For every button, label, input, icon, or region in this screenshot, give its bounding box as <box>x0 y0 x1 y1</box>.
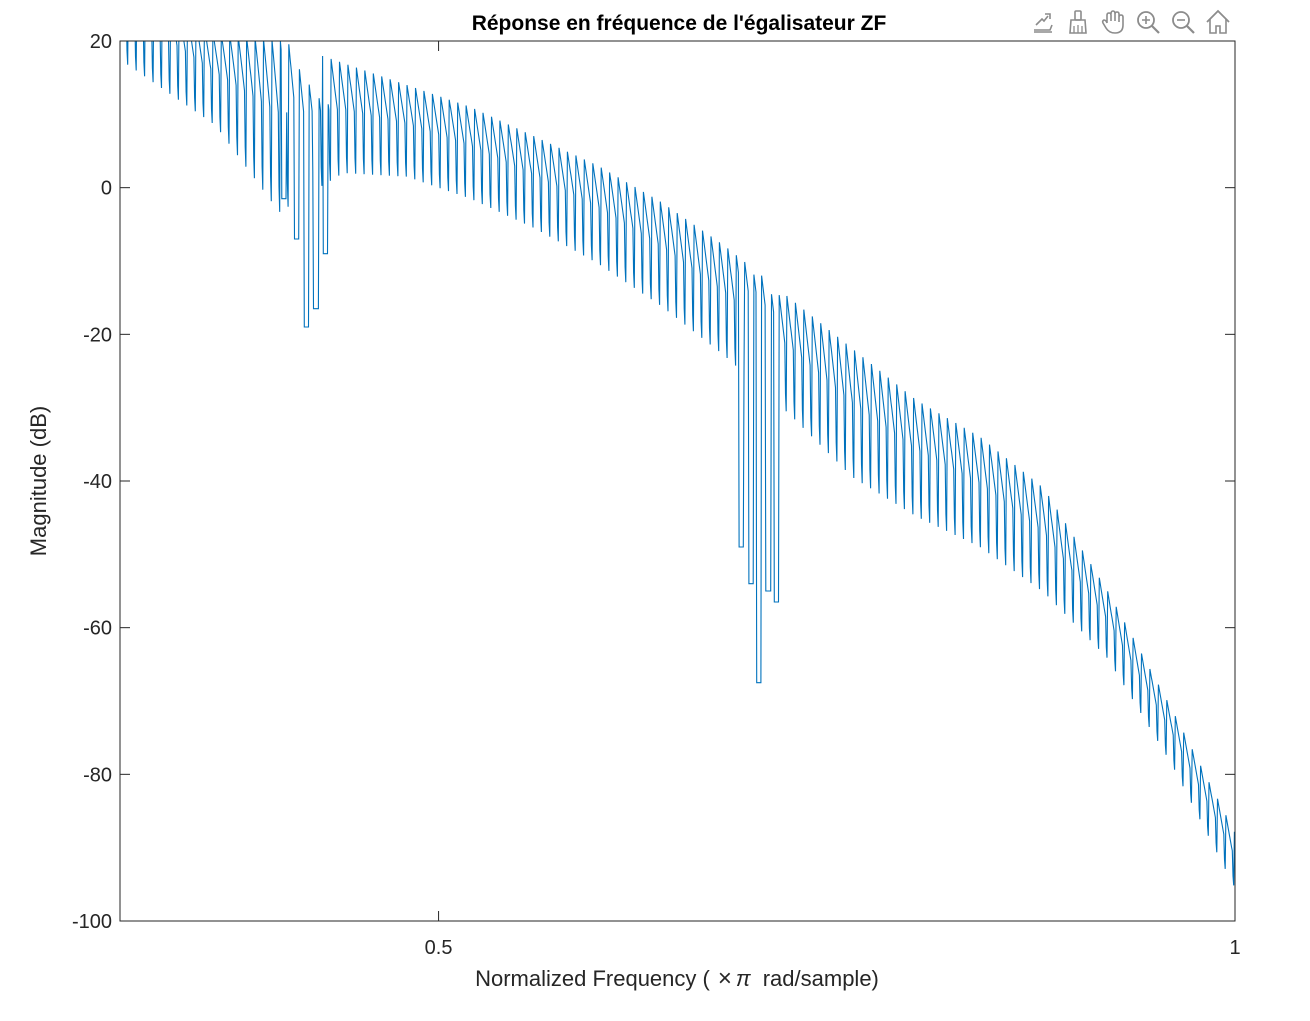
home-button[interactable] <box>1201 5 1235 39</box>
y-tick-label: -80 <box>83 764 112 786</box>
home-icon <box>1206 9 1230 34</box>
x-tick-label: 1 <box>1229 937 1240 959</box>
axes-area[interactable] <box>120 41 1235 921</box>
axes-toolbar <box>1026 4 1235 40</box>
x-axis-label-rest: rad/sample) <box>757 966 879 991</box>
curve-layer <box>126 41 1235 886</box>
pan-button[interactable] <box>1096 5 1130 39</box>
magnitude-response-line <box>126 41 1235 886</box>
x-tick-label: 0.5 <box>425 937 453 959</box>
export-icon <box>1034 13 1053 33</box>
x-axis-label-pi: π <box>736 966 752 991</box>
x-axis-label-times: × <box>718 965 732 992</box>
x-axis-ticks: 0.5 1 <box>425 41 1241 959</box>
y-tick-label: -100 <box>72 911 112 933</box>
zoom-in-icon <box>1137 11 1160 34</box>
y-tick-label: 0 <box>101 178 112 200</box>
y-axis-label: Magnitude (dB) <box>26 406 51 556</box>
brush-button[interactable] <box>1061 5 1095 39</box>
zoom-out-button[interactable] <box>1166 5 1200 39</box>
y-tick-label: -60 <box>83 618 112 640</box>
y-axis-ticks: 20 0 -20 -40 -60 -80 -100 <box>72 31 1235 933</box>
brush-icon <box>1069 10 1087 34</box>
x-axis-label: Normalized Frequency ( × π rad/sample) <box>475 965 879 992</box>
axes-background[interactable] <box>120 41 1235 921</box>
zoom-in-button[interactable] <box>1131 5 1165 39</box>
y-tick-label: -40 <box>83 471 112 493</box>
y-tick-label: -20 <box>83 324 112 346</box>
chart-title: Réponse en fréquence de l'égalisateur ZF <box>472 12 887 35</box>
export-button[interactable] <box>1026 5 1060 39</box>
pan-hand-icon <box>1101 10 1124 34</box>
y-tick-label: 20 <box>90 31 112 53</box>
zoom-out-icon <box>1172 11 1195 34</box>
x-axis-label-main: Normalized Frequency ( <box>475 966 710 991</box>
